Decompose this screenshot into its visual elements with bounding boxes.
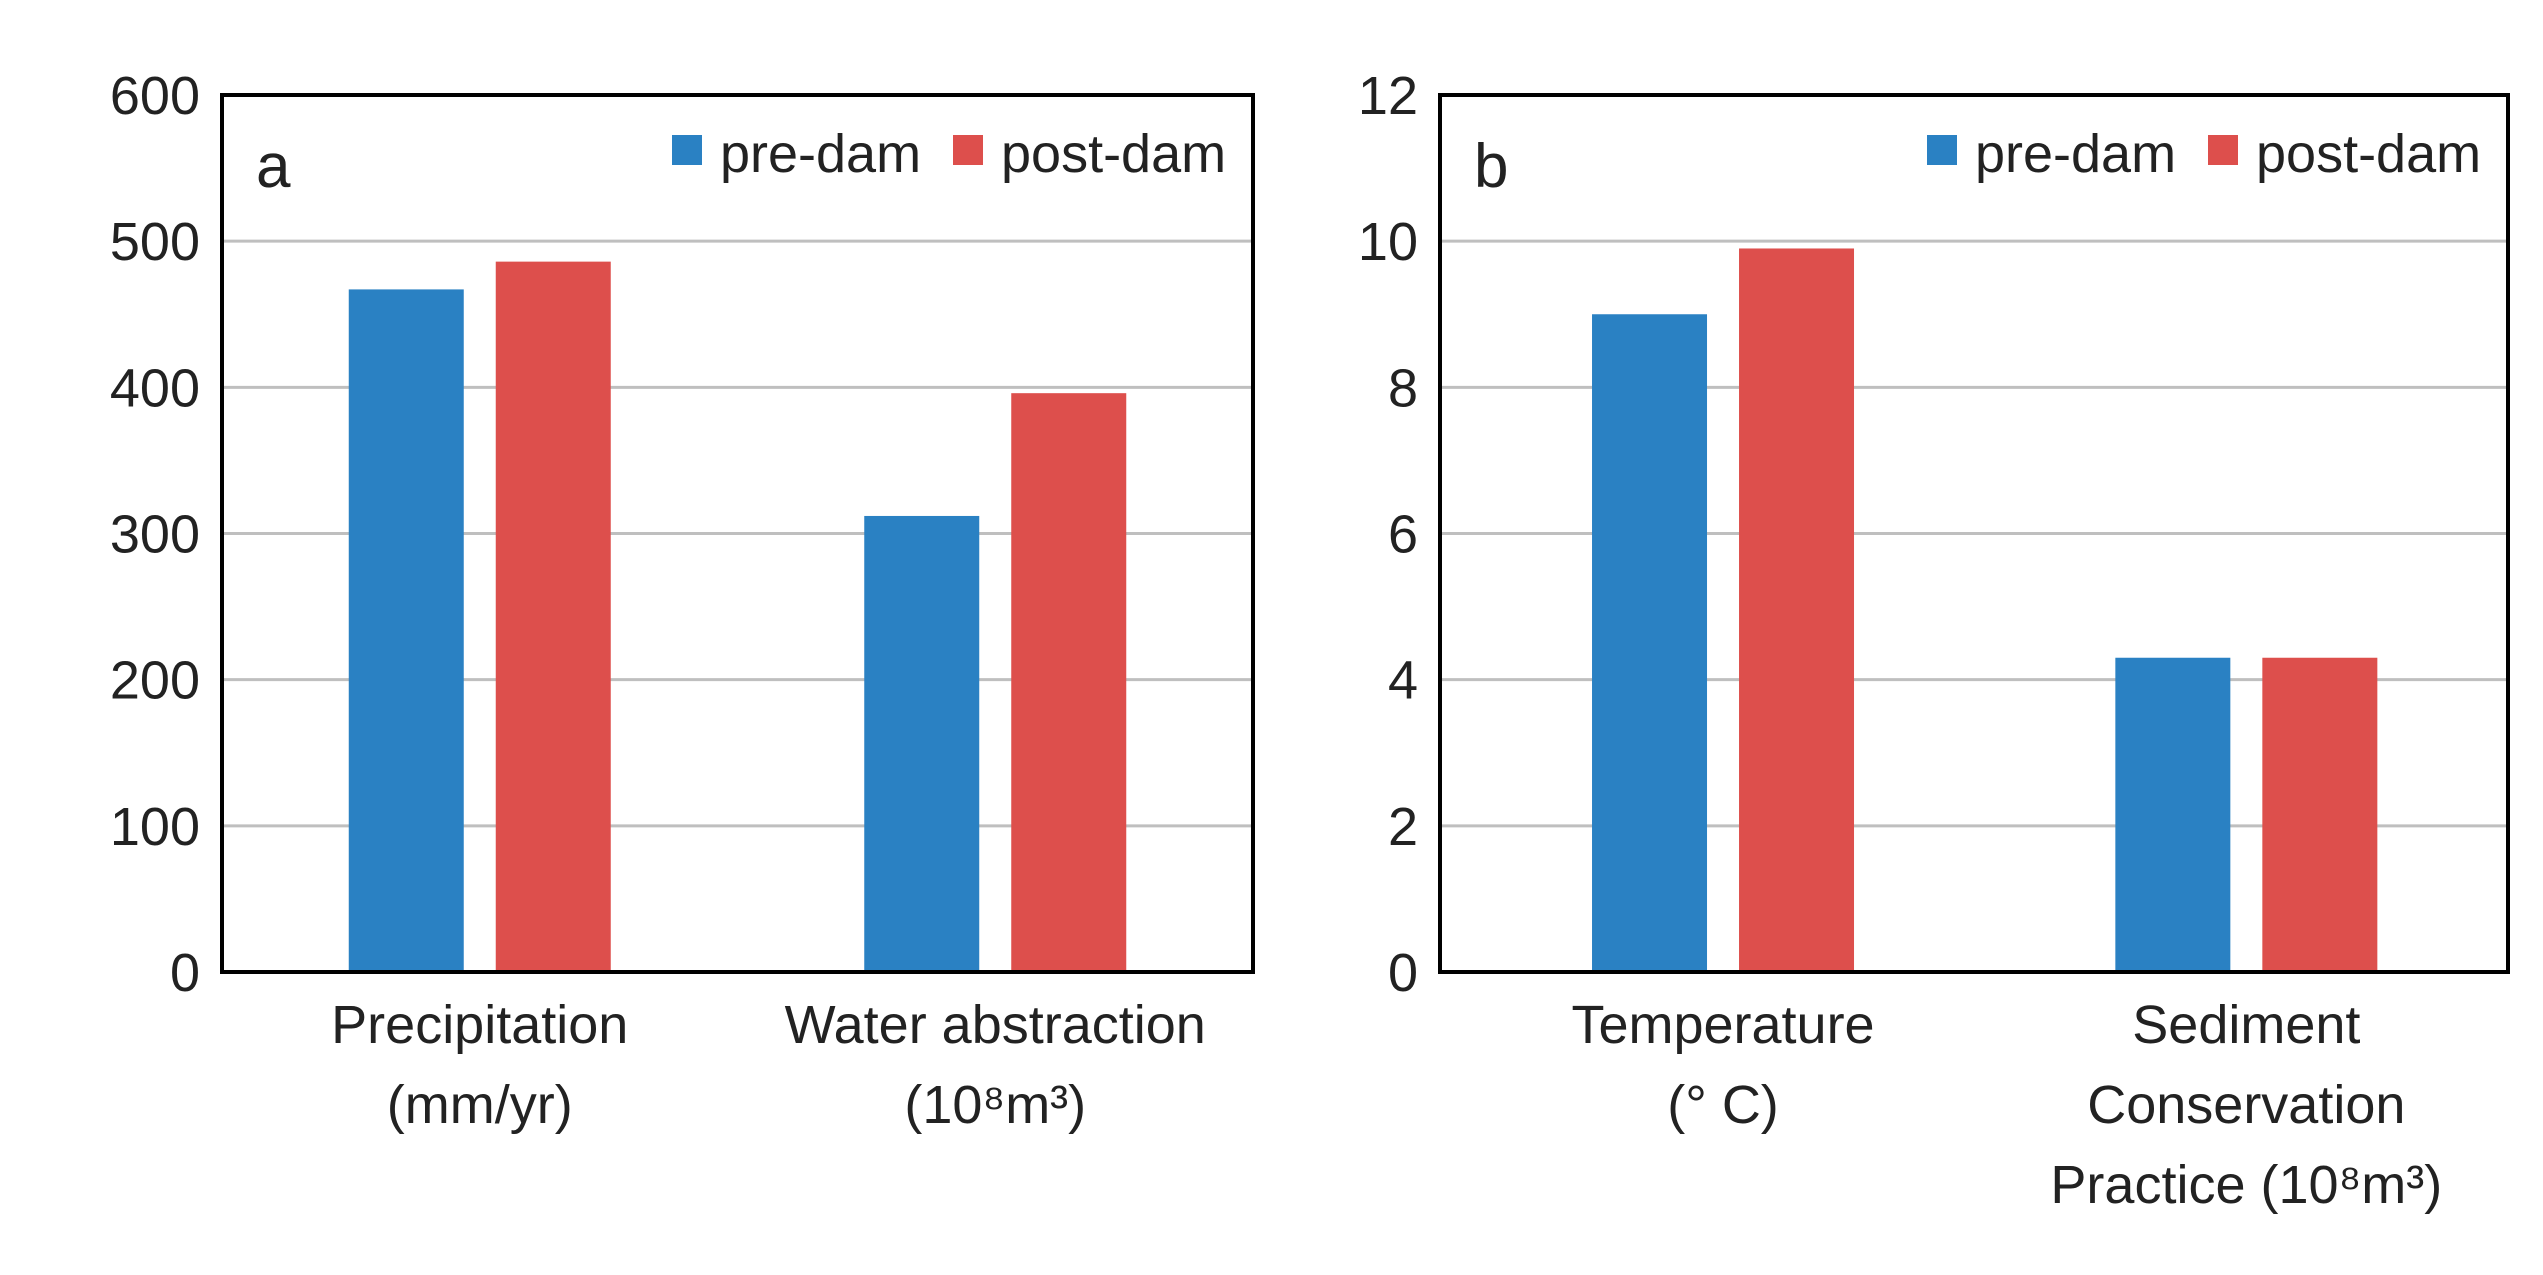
category-label: Sediment xyxy=(2132,995,2360,1055)
legend-swatch-pre-dam xyxy=(672,135,702,165)
bar-pre-dam-2 xyxy=(2115,657,2231,972)
plot-frame xyxy=(1438,93,2510,974)
bar-post-dam-1 xyxy=(495,261,611,972)
legend-swatch-pre-dam xyxy=(1927,135,1957,165)
y-tick-label: 400 xyxy=(110,358,200,418)
category-label: Precipitation xyxy=(331,995,628,1055)
category-label: Practice (10⁸m³) xyxy=(2050,1155,2442,1215)
category-label: (10⁸m³) xyxy=(904,1075,1086,1135)
category-label: Water abstraction xyxy=(785,995,1206,1055)
y-tick-label: 200 xyxy=(110,651,200,711)
legend-label-post-dam: post-dam xyxy=(1001,124,1226,184)
chart-panel-b: Temperature (° C) Sediment Conservation Prac… xyxy=(1358,66,2510,1215)
panel-label: b xyxy=(1474,132,1508,201)
legend-label-post-dam: post-dam xyxy=(2256,124,2481,184)
y-tick-label: 6 xyxy=(1388,505,1418,565)
bar-pre-dam-1 xyxy=(1592,314,1708,972)
y-tick-label: 4 xyxy=(1388,651,1418,711)
y-tick-label: 2 xyxy=(1388,797,1418,857)
y-tick-label: 300 xyxy=(110,505,200,565)
panel-label: a xyxy=(256,132,291,201)
plot-frame xyxy=(220,93,1255,974)
legend-swatch-post-dam xyxy=(953,135,983,165)
category-label: Conservation xyxy=(2087,1075,2405,1135)
chart-panel-a: Precipitation (mm/yr) Water abstraction (10… xyxy=(110,66,1255,1135)
bar-post-dam-2 xyxy=(1011,393,1127,972)
bar-post-dam-1 xyxy=(1739,248,1855,973)
y-tick-label: 600 xyxy=(110,66,200,126)
bar-post-dam-2 xyxy=(2262,657,2378,972)
y-tick-label: 12 xyxy=(1358,66,1418,126)
y-tick-label: 10 xyxy=(1358,212,1418,272)
category-label: (° C) xyxy=(1667,1075,1779,1135)
category-label: (mm/yr) xyxy=(387,1075,573,1135)
y-tick-label: 100 xyxy=(110,797,200,857)
legend-swatch-post-dam xyxy=(2208,135,2238,165)
y-tick-label: 500 xyxy=(110,212,200,272)
y-tick-label: 0 xyxy=(1388,943,1418,1003)
legend-label-pre-dam: pre-dam xyxy=(1975,124,2176,184)
legend-label-pre-dam: pre-dam xyxy=(720,124,921,184)
bar-pre-dam-1 xyxy=(348,289,464,972)
y-tick-label: 0 xyxy=(170,943,200,1003)
bar-pre-dam-2 xyxy=(864,515,980,972)
y-tick-label: 8 xyxy=(1388,358,1418,418)
category-label: Temperature xyxy=(1571,995,1874,1055)
